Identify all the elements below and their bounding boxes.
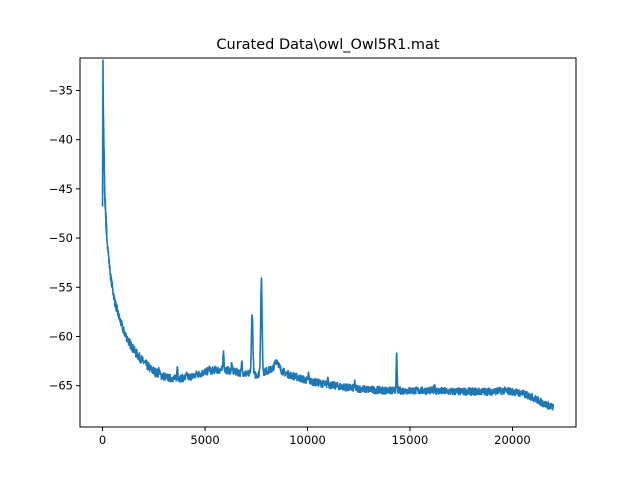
x-axis: 0 5000 10000 15000 20000: [99, 427, 531, 447]
y-tick-label: −65: [49, 379, 73, 393]
data-layer: [101, 59, 555, 411]
x-tick-label: 15000: [392, 433, 429, 447]
chart-title: Curated Data\owl_Owl5R1.mat: [216, 37, 440, 53]
x-tick-label: 5000: [190, 433, 219, 447]
x-tick-label: 10000: [289, 433, 326, 447]
x-tick-label: 20000: [494, 433, 531, 447]
y-tick-label: −60: [49, 329, 73, 343]
plot-frame: [79, 57, 577, 428]
y-tick-label: −35: [49, 83, 73, 97]
y-tick-label: −55: [49, 280, 73, 294]
y-tick-label: −45: [49, 182, 73, 196]
series-line: [101, 59, 555, 411]
x-tick-label: 0: [99, 433, 106, 447]
y-axis: −35 −40 −45 −50 −55 −60 −65: [49, 83, 80, 393]
y-tick-label: −40: [49, 133, 73, 147]
y-tick-label: −50: [49, 231, 73, 245]
